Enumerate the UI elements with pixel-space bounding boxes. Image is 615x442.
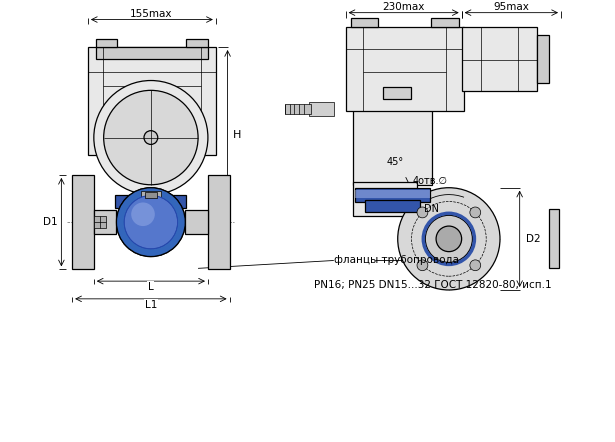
Bar <box>354 76 432 185</box>
Bar <box>186 39 208 47</box>
Circle shape <box>124 195 177 249</box>
Bar <box>309 102 334 116</box>
Text: D1: D1 <box>43 217 58 227</box>
Circle shape <box>144 131 158 145</box>
Bar <box>135 155 167 201</box>
Bar <box>383 88 410 99</box>
Bar <box>346 27 464 111</box>
Circle shape <box>116 188 185 256</box>
Bar <box>549 210 559 268</box>
Circle shape <box>398 188 500 290</box>
Text: 230max: 230max <box>383 2 425 12</box>
Circle shape <box>104 90 198 185</box>
Bar <box>72 175 94 269</box>
Bar <box>96 47 208 59</box>
Text: 45°: 45° <box>386 157 403 167</box>
Circle shape <box>470 207 481 218</box>
Circle shape <box>436 226 462 251</box>
Text: H: H <box>233 130 242 140</box>
Bar <box>354 182 418 216</box>
Text: 4отв.∅: 4отв.∅ <box>413 176 448 186</box>
Text: 95max: 95max <box>493 2 529 12</box>
Bar <box>208 175 229 269</box>
Bar <box>94 216 106 228</box>
Bar <box>365 201 420 212</box>
Bar <box>141 191 161 201</box>
Circle shape <box>94 80 208 194</box>
Bar <box>285 104 311 114</box>
Bar <box>351 18 378 27</box>
Bar <box>355 190 430 198</box>
Bar <box>462 27 538 91</box>
Text: фланцы трубопровода: фланцы трубопровода <box>334 255 459 266</box>
Circle shape <box>417 260 428 271</box>
Circle shape <box>131 202 155 226</box>
Circle shape <box>425 215 472 263</box>
Bar <box>431 18 459 27</box>
Bar <box>355 188 430 202</box>
Bar <box>538 35 549 84</box>
Bar <box>145 192 157 198</box>
Bar <box>88 47 216 155</box>
Text: DN: DN <box>424 204 438 214</box>
Circle shape <box>470 260 481 271</box>
Bar <box>139 126 163 141</box>
Text: D2: D2 <box>526 234 541 244</box>
Circle shape <box>124 195 177 249</box>
Bar <box>116 194 186 208</box>
Bar <box>185 210 208 234</box>
Text: L1: L1 <box>145 300 157 310</box>
Circle shape <box>116 188 185 256</box>
Text: 155max: 155max <box>130 9 172 19</box>
Bar <box>124 206 178 214</box>
Circle shape <box>417 207 428 218</box>
Text: PN16; PN25 DN15...32 ГОСТ 12820-80, исп.1: PN16; PN25 DN15...32 ГОСТ 12820-80, исп.… <box>314 280 552 290</box>
Bar <box>94 210 116 234</box>
Bar <box>96 39 117 47</box>
Text: L: L <box>148 282 154 292</box>
